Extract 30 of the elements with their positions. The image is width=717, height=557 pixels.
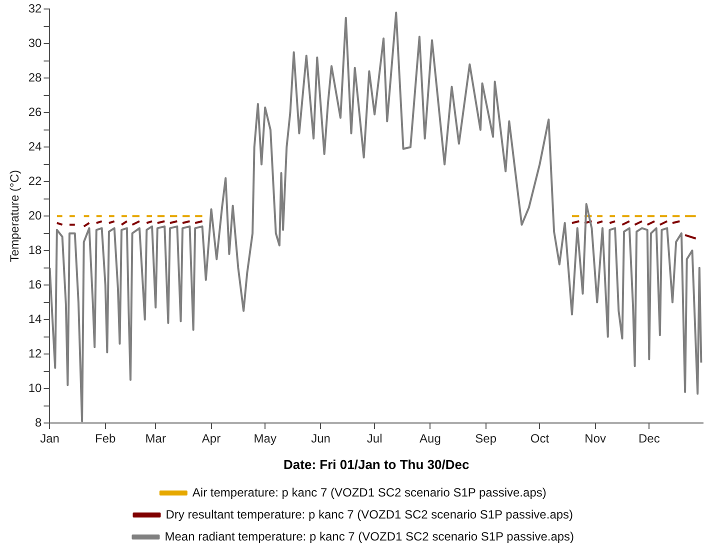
y-axis-title: Temperature (°C) [8,170,22,262]
x-tick-label: Nov [584,432,606,446]
y-tick-label: 18 [28,242,42,257]
x-tick-label: Feb [95,432,116,446]
y-tick-label: 30 [28,36,42,50]
y-tick-label: 16 [28,277,42,292]
y-tick-label: 12 [28,346,42,360]
y-tick-label: 28 [28,70,42,84]
x-tick-label: Aug [420,432,441,446]
x-tick-label: May [254,432,276,446]
y-tick-label: 24 [28,139,42,154]
y-tick-label: 22 [28,174,42,188]
y-tick-label: 14 [28,312,42,326]
y-tick-label: 10 [28,380,42,395]
x-tick-label: Dec [638,432,660,446]
x-tick-label: Jul [366,432,382,446]
x-tick-label: Mar [145,432,166,446]
y-tick-label: 8 [35,415,42,430]
x-tick-label: Apr [202,432,221,446]
y-tick-label: 20 [28,208,42,222]
legend-label: Air temperature: p kanc 7 (VOZD1 SC2 scenario S1P passive.aps) [192,485,546,500]
x-tick-label: Jan [40,432,60,446]
legend-label: Mean radiant temperature: p kanc 7 (VOZD1 SC2 scenario S1P passive.aps) [164,529,574,544]
legend-label: Dry resultant temperature: p kanc 7 (VOZD1 SC2 scenario S1P passive.aps) [166,507,574,522]
y-tick-label: 32 [28,2,42,16]
x-tick-label: Jun [311,432,330,446]
x-tick-label: Oct [530,432,550,446]
x-tick-label: Sep [475,432,497,446]
x-axis-title: Date: Fri 01/Jan to Thu 30/Dec [284,456,470,472]
y-tick-label: 26 [28,104,42,119]
